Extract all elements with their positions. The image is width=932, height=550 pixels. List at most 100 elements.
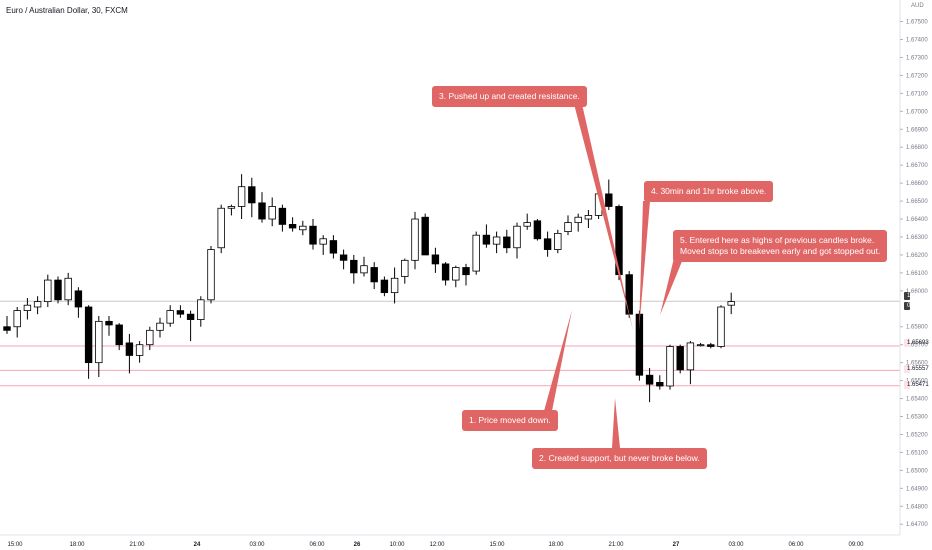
y-tick-label: 1.65700 [906,343,928,349]
y-tick-label: 1.66900 [906,127,928,133]
candle-body [370,267,378,283]
annotation-broke-above[interactable]: 4. 30min and 1hr broke above. [644,181,774,202]
candle-body [513,225,521,249]
x-tick-label: 12:00 [429,542,445,548]
candle-body [309,225,317,245]
candle-body [441,263,450,281]
x-tick-label: 09:00 [848,542,864,548]
candle-body [248,186,256,204]
y-tick-label: 1.65300 [906,415,928,421]
candle-body [33,301,42,308]
y-tick-label: 1.65000 [906,468,928,474]
annotation-pointer-2 [612,398,620,448]
y-tick-label: 1.65400 [906,397,928,403]
x-tick-label: 24 [194,542,201,548]
candle-body [299,225,307,231]
y-tick-label: 1.65600 [906,361,928,367]
candle-body [23,304,32,311]
candle-body [135,344,144,356]
candle-body [696,344,705,347]
x-tick-label: 06:00 [309,542,325,548]
candle-body [533,220,542,240]
y-tick-label: 1.64700 [906,522,928,528]
annotation-pointer-5 [660,254,685,315]
candle-body [656,381,664,387]
candle-body [523,222,531,227]
candle-body [74,290,83,308]
candle-body [676,346,684,371]
y-tick-label: 1.67100 [906,91,928,97]
candle-body [115,324,123,346]
currency-label: AUD [911,3,924,9]
y-tick-label: 1.67200 [906,73,928,79]
candle-body [431,254,440,265]
candle-body [625,274,633,315]
candle-body [462,267,470,276]
annotation-pointer-4 [639,201,650,330]
x-tick-label: 03:00 [249,542,265,548]
candle-body [13,310,21,328]
candle-body [146,329,154,346]
candle-body [543,238,552,250]
candle-body [105,320,113,326]
candle-body [197,299,205,320]
x-tick-label: 27 [673,542,680,548]
y-tick-label: 1.66100 [906,271,928,277]
y-tick-label: 1.66700 [906,163,928,169]
candle-body [727,301,735,306]
candle-body [350,259,358,274]
candle-body [166,310,174,324]
candle-body [645,374,654,385]
y-tick-label: 1.66300 [906,235,928,241]
y-tick-label: 1.67500 [906,20,928,26]
y-tick-label: 1.65500 [906,379,928,385]
level-tag-1: 1.65693 [904,339,929,347]
candle-body [390,277,399,294]
candle-body [95,320,103,364]
candle-body [564,222,572,232]
y-tick-label: 1.65200 [906,432,928,438]
candle-body [288,224,297,229]
level-tag-2: 1.65557 [904,365,929,373]
candle-body [554,232,562,250]
candle-body [584,215,593,220]
candle-body [574,216,582,224]
candle-body [472,234,480,272]
candle-body [258,202,266,220]
y-tick-label: 1.65100 [906,450,928,456]
candle-body [503,236,511,249]
annotation-price-moved-down[interactable]: 1. Price moved down. [462,410,558,431]
candle-body [686,342,695,371]
candle-body [421,216,429,256]
x-tick-label: 10:00 [389,542,405,548]
annotation-created-resistance[interactable]: 3. Pushed up and created resistance. [432,86,587,107]
candle-body [217,207,225,249]
candle-body [186,313,195,320]
candle-body [156,322,164,331]
candle-body [227,206,236,209]
y-tick-label: 1.66000 [906,289,928,295]
y-tick-label: 1.66400 [906,217,928,223]
candle-body [125,342,134,356]
chart-title: Euro / Australian Dollar, 30, FXCM [6,6,128,15]
candle-body [84,306,93,364]
candle-body [666,346,674,387]
x-tick-label: 03:00 [728,542,744,548]
y-tick-label: 1.66500 [906,199,928,205]
y-tick-label: 1.66800 [906,145,928,151]
candle-body [319,238,327,245]
candle-body [411,218,419,261]
annotation-created-support[interactable]: 2. Created support, but never broke belo… [532,448,707,469]
annotation-entered-here[interactable]: 5. Entered here as highs of previous can… [673,230,888,262]
candle-body [360,265,368,274]
x-tick-label: 15:00 [7,542,23,548]
x-tick-label: 18:00 [548,542,564,548]
x-tick-label: 06:00 [788,542,804,548]
candle-body [176,310,185,315]
candle-body [207,249,215,301]
candle-body [339,254,348,261]
candle-body [401,259,409,277]
candle-body [380,279,389,294]
candle-body [605,193,613,207]
